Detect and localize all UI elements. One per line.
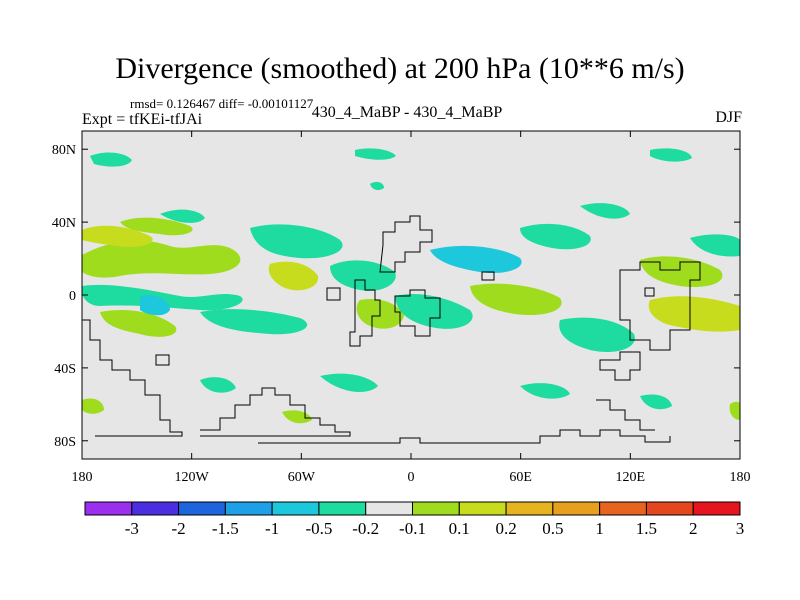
colorbar-swatch (599, 501, 647, 516)
colorbar-label: -1.5 (212, 519, 239, 538)
plot-title: Divergence (smoothed) at 200 hPa (10**6 … (115, 52, 685, 85)
coastline-path (619, 261, 701, 351)
colorbar-label: 0.1 (449, 519, 470, 538)
field-blob (200, 309, 308, 335)
coastline-path (155, 354, 170, 366)
y-tick-label: 40N (52, 216, 76, 231)
colorbar-swatch (458, 501, 507, 516)
field-blob (355, 148, 396, 160)
field-blob (330, 260, 396, 291)
y-tick-label: 80N (52, 143, 76, 158)
field-blob (82, 240, 241, 278)
field-blob (100, 309, 177, 337)
field-blob (640, 394, 672, 410)
colorbar: -3 -2 -1.5 -1 -0.5 -0.2 -0.1 0.1 0.2 0.5 1 1.5 2 3 (84, 501, 745, 538)
divergence-field (82, 148, 740, 424)
colorbar-swatch (178, 501, 226, 516)
colorbar-swatch (365, 501, 414, 516)
center-label: 430_4_MaBP - 430_4_MaBP (311, 104, 503, 121)
field-blob (520, 383, 570, 399)
field-blob (250, 224, 343, 259)
colorbar-label: -3 (125, 519, 139, 538)
coastline-path (599, 351, 641, 381)
colorbar-label: -0.1 (399, 519, 426, 538)
coastline-path (200, 387, 351, 437)
colorbar-swatch (645, 501, 694, 516)
colorbar-label: 1 (595, 519, 604, 538)
colorbar-swatch (692, 501, 741, 516)
field-blob (82, 284, 243, 311)
colorbar-label: -1 (265, 519, 279, 538)
y-tick-label: 40S (54, 362, 76, 377)
colorbar-swatch (318, 501, 367, 516)
colorbar-swatch (131, 501, 180, 516)
coastline-path (379, 215, 433, 273)
coastline-path (82, 319, 183, 437)
field-blob (82, 225, 153, 248)
experiment-label: Expt = tfKEi-tfJAi (82, 111, 203, 128)
x-tick-label: 0 (408, 470, 415, 485)
x-tick-label: 60W (288, 470, 316, 485)
field-blob (370, 181, 384, 191)
x-tick-label: 180 (72, 470, 93, 485)
x-tick-label: 120E (616, 470, 646, 485)
x-axis: 180 120W 60W 0 60E 120E 180 (72, 131, 751, 485)
coastline-path (349, 279, 381, 347)
field-blob (470, 283, 562, 316)
colorbar-label: 0.2 (495, 519, 516, 538)
colorbar-label: 1.5 (636, 519, 657, 538)
colorbar-swatch (552, 501, 601, 516)
field-blob (160, 209, 205, 223)
field-blob (320, 373, 378, 392)
field-blob (520, 223, 591, 250)
coastline-path (258, 429, 671, 444)
x-tick-label: 180 (730, 470, 751, 485)
field-blob (200, 377, 236, 393)
field-blob (90, 152, 132, 167)
coastline-path (481, 271, 495, 281)
field-blob (650, 148, 692, 162)
y-tick-label: 80S (54, 435, 76, 450)
field-blob (559, 317, 635, 353)
colorbar-label: 2 (689, 519, 698, 538)
colorbar-label: -0.5 (305, 519, 332, 538)
y-axis: 80N 40N 0 40S 80S (52, 143, 740, 450)
coastline-path (644, 287, 655, 297)
field-blob (690, 234, 740, 257)
y-tick-label: 0 (69, 289, 76, 304)
colorbar-swatch (412, 501, 460, 516)
coastline-path (596, 399, 655, 431)
colorbar-swatch (224, 501, 273, 516)
field-blob (729, 401, 740, 420)
coastlines (82, 215, 701, 444)
colorbar-label: 0.5 (542, 519, 563, 538)
field-blob (430, 245, 522, 274)
field-blob (120, 217, 193, 236)
colorbar-label: 3 (736, 519, 745, 538)
x-tick-label: 120W (175, 470, 210, 485)
field-blob (395, 293, 473, 329)
x-tick-label: 60E (509, 470, 532, 485)
season-label: DJF (715, 109, 742, 126)
colorbar-swatch (271, 501, 320, 516)
field-blob (648, 296, 740, 332)
coastline-path (394, 289, 441, 337)
coastline-path (326, 287, 341, 301)
field-blob (580, 203, 630, 219)
colorbar-label: -0.2 (352, 519, 379, 538)
colorbar-label: -2 (171, 519, 185, 538)
field-blob (268, 261, 319, 291)
field-blob (82, 398, 104, 414)
field-blob (140, 294, 170, 316)
field-blob (640, 256, 723, 288)
colorbar-swatch (84, 501, 133, 516)
stats-label: rmsd= 0.126467 diff= -0.00101127 (130, 96, 314, 111)
colorbar-swatch (505, 501, 554, 516)
